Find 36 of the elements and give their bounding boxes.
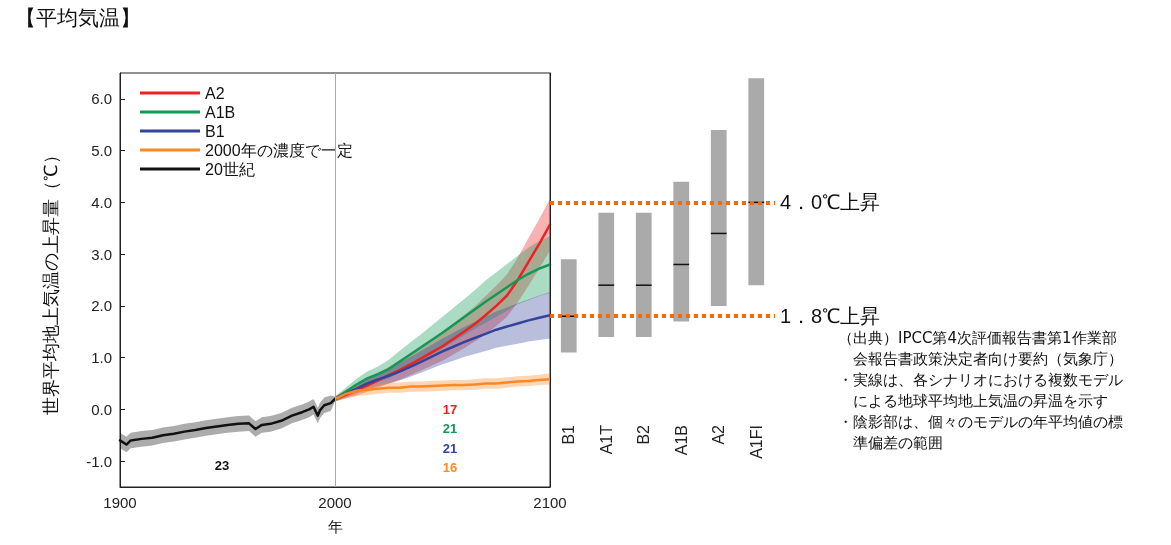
x-tick-label: 2100 (533, 494, 567, 511)
text: （出典）IPCC第4次評価報告書第1作業部会報告書政策決定者向け要約（気象庁） (838, 328, 1124, 370)
legend-label: 20世紀 (205, 160, 255, 178)
legend-label: A2 (205, 84, 225, 102)
x-tick-label: 2000 (318, 494, 352, 511)
text: ・陰影部は、個々のモデルの年平均値の標準偏差の範囲 (838, 412, 1124, 454)
x-tick-label: B1 (560, 424, 578, 445)
y-tick-label: 1.0 (91, 349, 112, 367)
y-axis-title: 世界平均地上気温の上昇量（℃） (41, 145, 61, 415)
ref-line-label: 1．8℃上昇 (780, 305, 881, 328)
x-tick-label: B2 (635, 424, 653, 445)
line-series (333, 378, 552, 401)
legend-label: A1B (205, 103, 236, 121)
x-tick-label: A2 (710, 424, 728, 445)
ref-line-label: 4．0℃上昇 (780, 191, 881, 214)
x-tick-label: 1900 (103, 494, 137, 511)
annotation: 16 (442, 460, 458, 475)
y-tick-label: 2.0 (91, 297, 112, 315)
x-tick-label: A1T (597, 424, 615, 455)
y-tick-label: 0.0 (91, 400, 112, 418)
chart-title: 【平均気温】 (15, 6, 141, 29)
text: ・実線は、各シナリオにおける複数モデルによる地球平均地上気温の昇温を示す (838, 370, 1124, 412)
annotation: 17 (442, 401, 458, 417)
x-axis-title: 年 (327, 518, 343, 535)
line-series (118, 397, 337, 446)
annotation: 23 (214, 457, 230, 473)
legend-label: B1 (205, 122, 225, 140)
y-tick-label: 3.0 (91, 245, 112, 263)
y-tick-label: 6.0 (91, 90, 112, 108)
y-tick-label: 4.0 (91, 193, 112, 211)
annotation: 21 (442, 440, 458, 456)
y-tick-label: -1.0 (86, 452, 112, 470)
x-tick-label: A1B (672, 425, 690, 456)
y-tick-label: 5.0 (91, 142, 112, 160)
annotation: 21 (442, 421, 458, 436)
x-tick-label: A1FI (747, 425, 765, 459)
